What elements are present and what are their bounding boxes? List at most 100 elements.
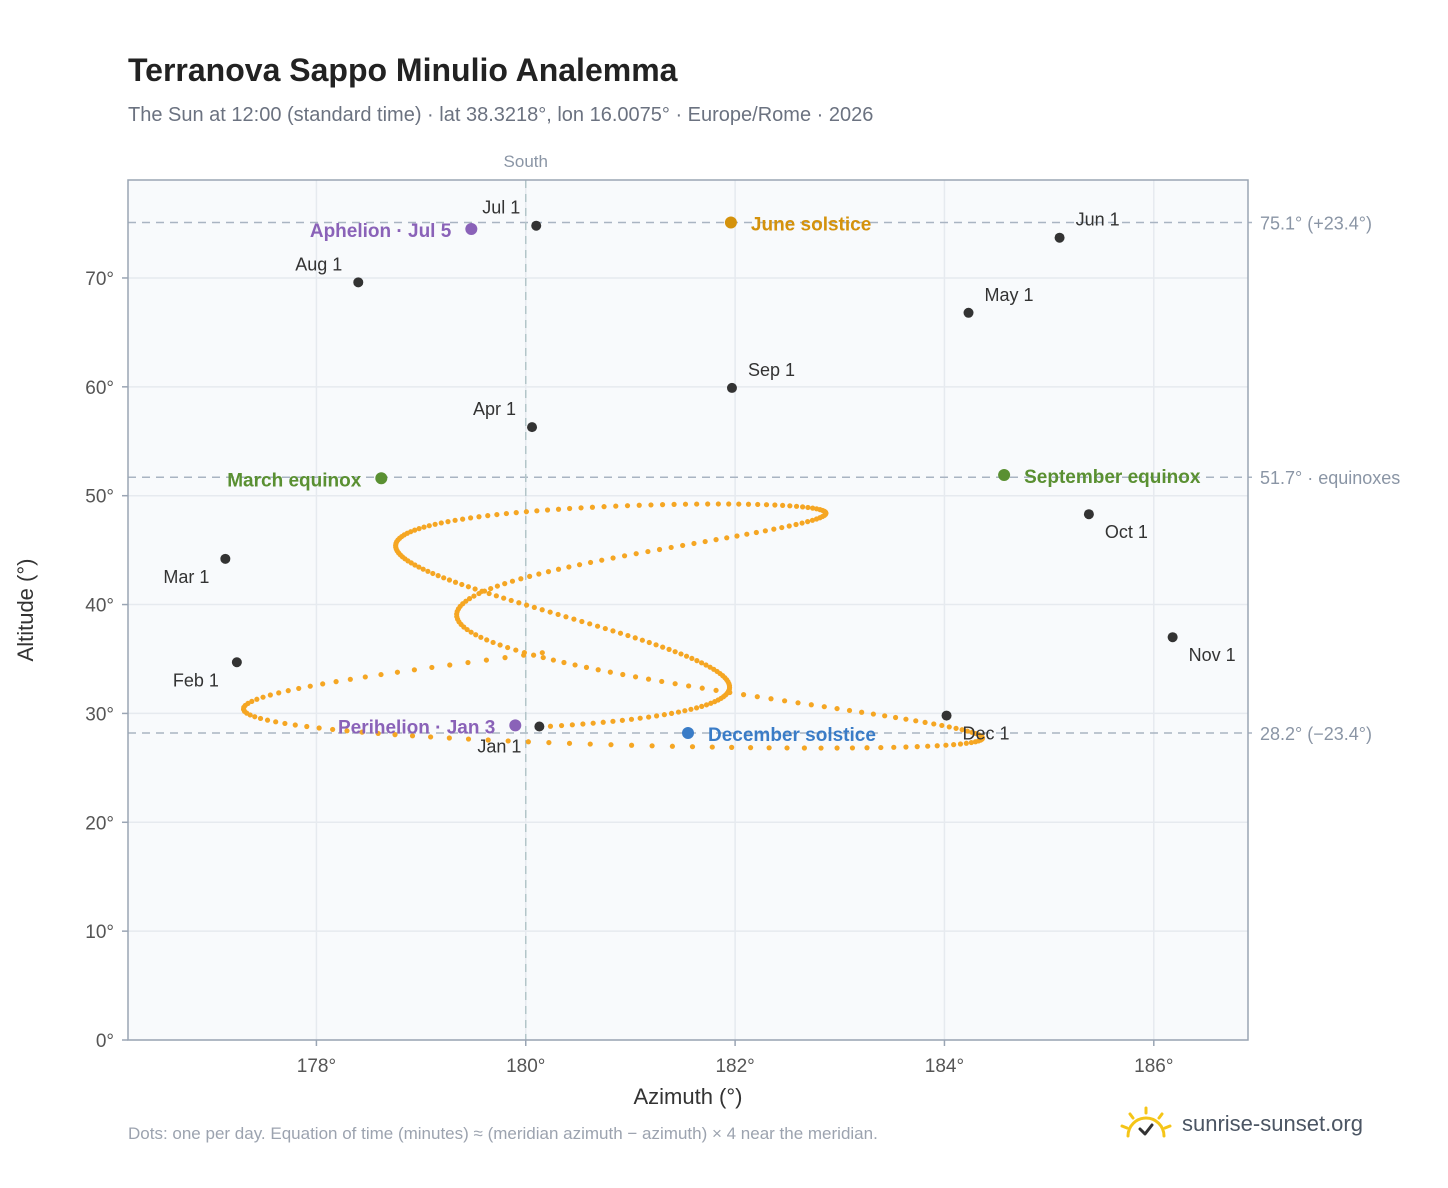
daily-dot: [523, 509, 529, 515]
daily-dot: [600, 719, 606, 725]
daily-dot: [653, 642, 659, 648]
reference-line-label: 75.1° (+23.4°): [1260, 213, 1372, 233]
daily-dot: [531, 604, 537, 611]
reference-line-label: 51.7° · equinoxes: [1260, 468, 1400, 488]
month-marker-label: Feb 1: [173, 670, 219, 690]
daily-dot: [452, 579, 459, 585]
daily-dot: [476, 590, 482, 597]
x-tick-label: 178°: [297, 1056, 336, 1077]
y-tick-label: 70°: [85, 269, 114, 290]
daily-dot: [699, 660, 705, 666]
daily-dot: [452, 517, 458, 523]
daily-dot: [488, 585, 494, 592]
x-axis-title: Azimuth (°): [633, 1084, 742, 1109]
daily-dot: [576, 562, 583, 568]
daily-dot: [846, 707, 853, 714]
daily-dot: [763, 502, 770, 508]
daily-dot: [599, 557, 605, 563]
daily-dot: [430, 570, 436, 577]
event-marker-label: Aphelion · Jul 5: [310, 221, 452, 242]
daily-dot: [523, 602, 530, 608]
daily-dot: [680, 542, 686, 549]
daily-dot: [715, 501, 721, 507]
daily-dot: [747, 745, 754, 751]
month-marker-label: Mar 1: [163, 567, 209, 587]
daily-dot: [762, 528, 768, 534]
brand[interactable]: sunrise-sunset.org: [1118, 1102, 1363, 1146]
daily-dot: [666, 646, 672, 652]
daily-dot: [583, 664, 590, 670]
y-tick-label: 40°: [85, 596, 114, 617]
daily-dot: [485, 737, 491, 743]
daily-dot: [702, 538, 708, 545]
daily-dot: [467, 515, 474, 521]
daily-dot: [536, 571, 542, 577]
daily-dot: [864, 745, 870, 751]
month-marker-label: Sep 1: [748, 360, 795, 380]
daily-dot: [659, 678, 665, 685]
chart-subtitle: The Sun at 12:00 (standard time) · lat 3…: [128, 104, 874, 126]
daily-dot: [913, 718, 919, 724]
daily-dot: [509, 578, 516, 584]
daily-dot: [682, 501, 689, 507]
daily-dot: [513, 510, 519, 516]
reference-line-label: 28.2° (−23.4°): [1260, 724, 1372, 744]
daily-dot: [882, 713, 888, 719]
daily-dot: [555, 611, 561, 618]
daily-dot: [432, 521, 438, 527]
daily-dot: [503, 510, 509, 517]
daily-dot: [724, 535, 730, 541]
daily-dot: [333, 679, 339, 685]
daily-dot: [478, 634, 484, 640]
month-marker-dot: [963, 307, 974, 318]
month-markers: Jan 1 Feb 1 Mar 1 Apr 1 May 1 Jun 1 Jul 1 Aug 1…: [163, 198, 1235, 757]
daily-dot: [555, 566, 562, 572]
daily-dot: [546, 739, 552, 746]
daily-dot: [705, 501, 711, 507]
daily-dot: [821, 704, 827, 710]
daily-dot: [646, 639, 652, 646]
daily-dot: [252, 714, 258, 720]
daily-dot: [304, 723, 310, 730]
daily-dot: [446, 735, 452, 741]
daily-dot: [689, 655, 695, 662]
daily-dot: [619, 717, 625, 723]
daily-dot: [481, 588, 488, 594]
daily-dot: [648, 502, 654, 508]
daily-dot: [292, 722, 298, 728]
daily-dot: [531, 652, 537, 658]
daily-dot: [550, 657, 556, 663]
daily-dot: [849, 745, 856, 751]
y-tick-label: 20°: [85, 813, 114, 834]
event-marker-label: March equinox: [227, 470, 362, 491]
daily-dot: [620, 671, 626, 678]
y-tick-label: 30°: [85, 704, 114, 725]
daily-dot: [502, 581, 508, 587]
daily-dot: [621, 553, 628, 559]
daily-dot: [254, 696, 260, 702]
daily-dot: [786, 523, 792, 529]
daily-dot: [968, 739, 974, 746]
daily-dot: [639, 637, 645, 643]
daily-dot: [601, 504, 607, 510]
daily-dot: [494, 511, 500, 518]
daily-dot: [813, 516, 820, 522]
daily-dot: [420, 566, 426, 572]
daily-dot: [513, 647, 519, 653]
daily-dot: [471, 593, 477, 599]
daily-dot: [772, 502, 778, 508]
event-marker-dot: [465, 222, 478, 235]
daily-dot: [566, 740, 573, 746]
daily-dot: [501, 595, 507, 601]
daily-dot: [964, 728, 970, 734]
month-marker-dot: [941, 710, 952, 721]
daily-dot: [795, 700, 801, 706]
daily-dot: [282, 720, 288, 727]
daily-dot: [330, 726, 336, 733]
daily-dot: [859, 709, 865, 715]
daily-dot: [545, 569, 552, 575]
daily-dot: [678, 651, 684, 657]
daily-dot: [946, 724, 952, 730]
daily-dot: [571, 616, 577, 622]
daily-dot: [608, 742, 614, 748]
